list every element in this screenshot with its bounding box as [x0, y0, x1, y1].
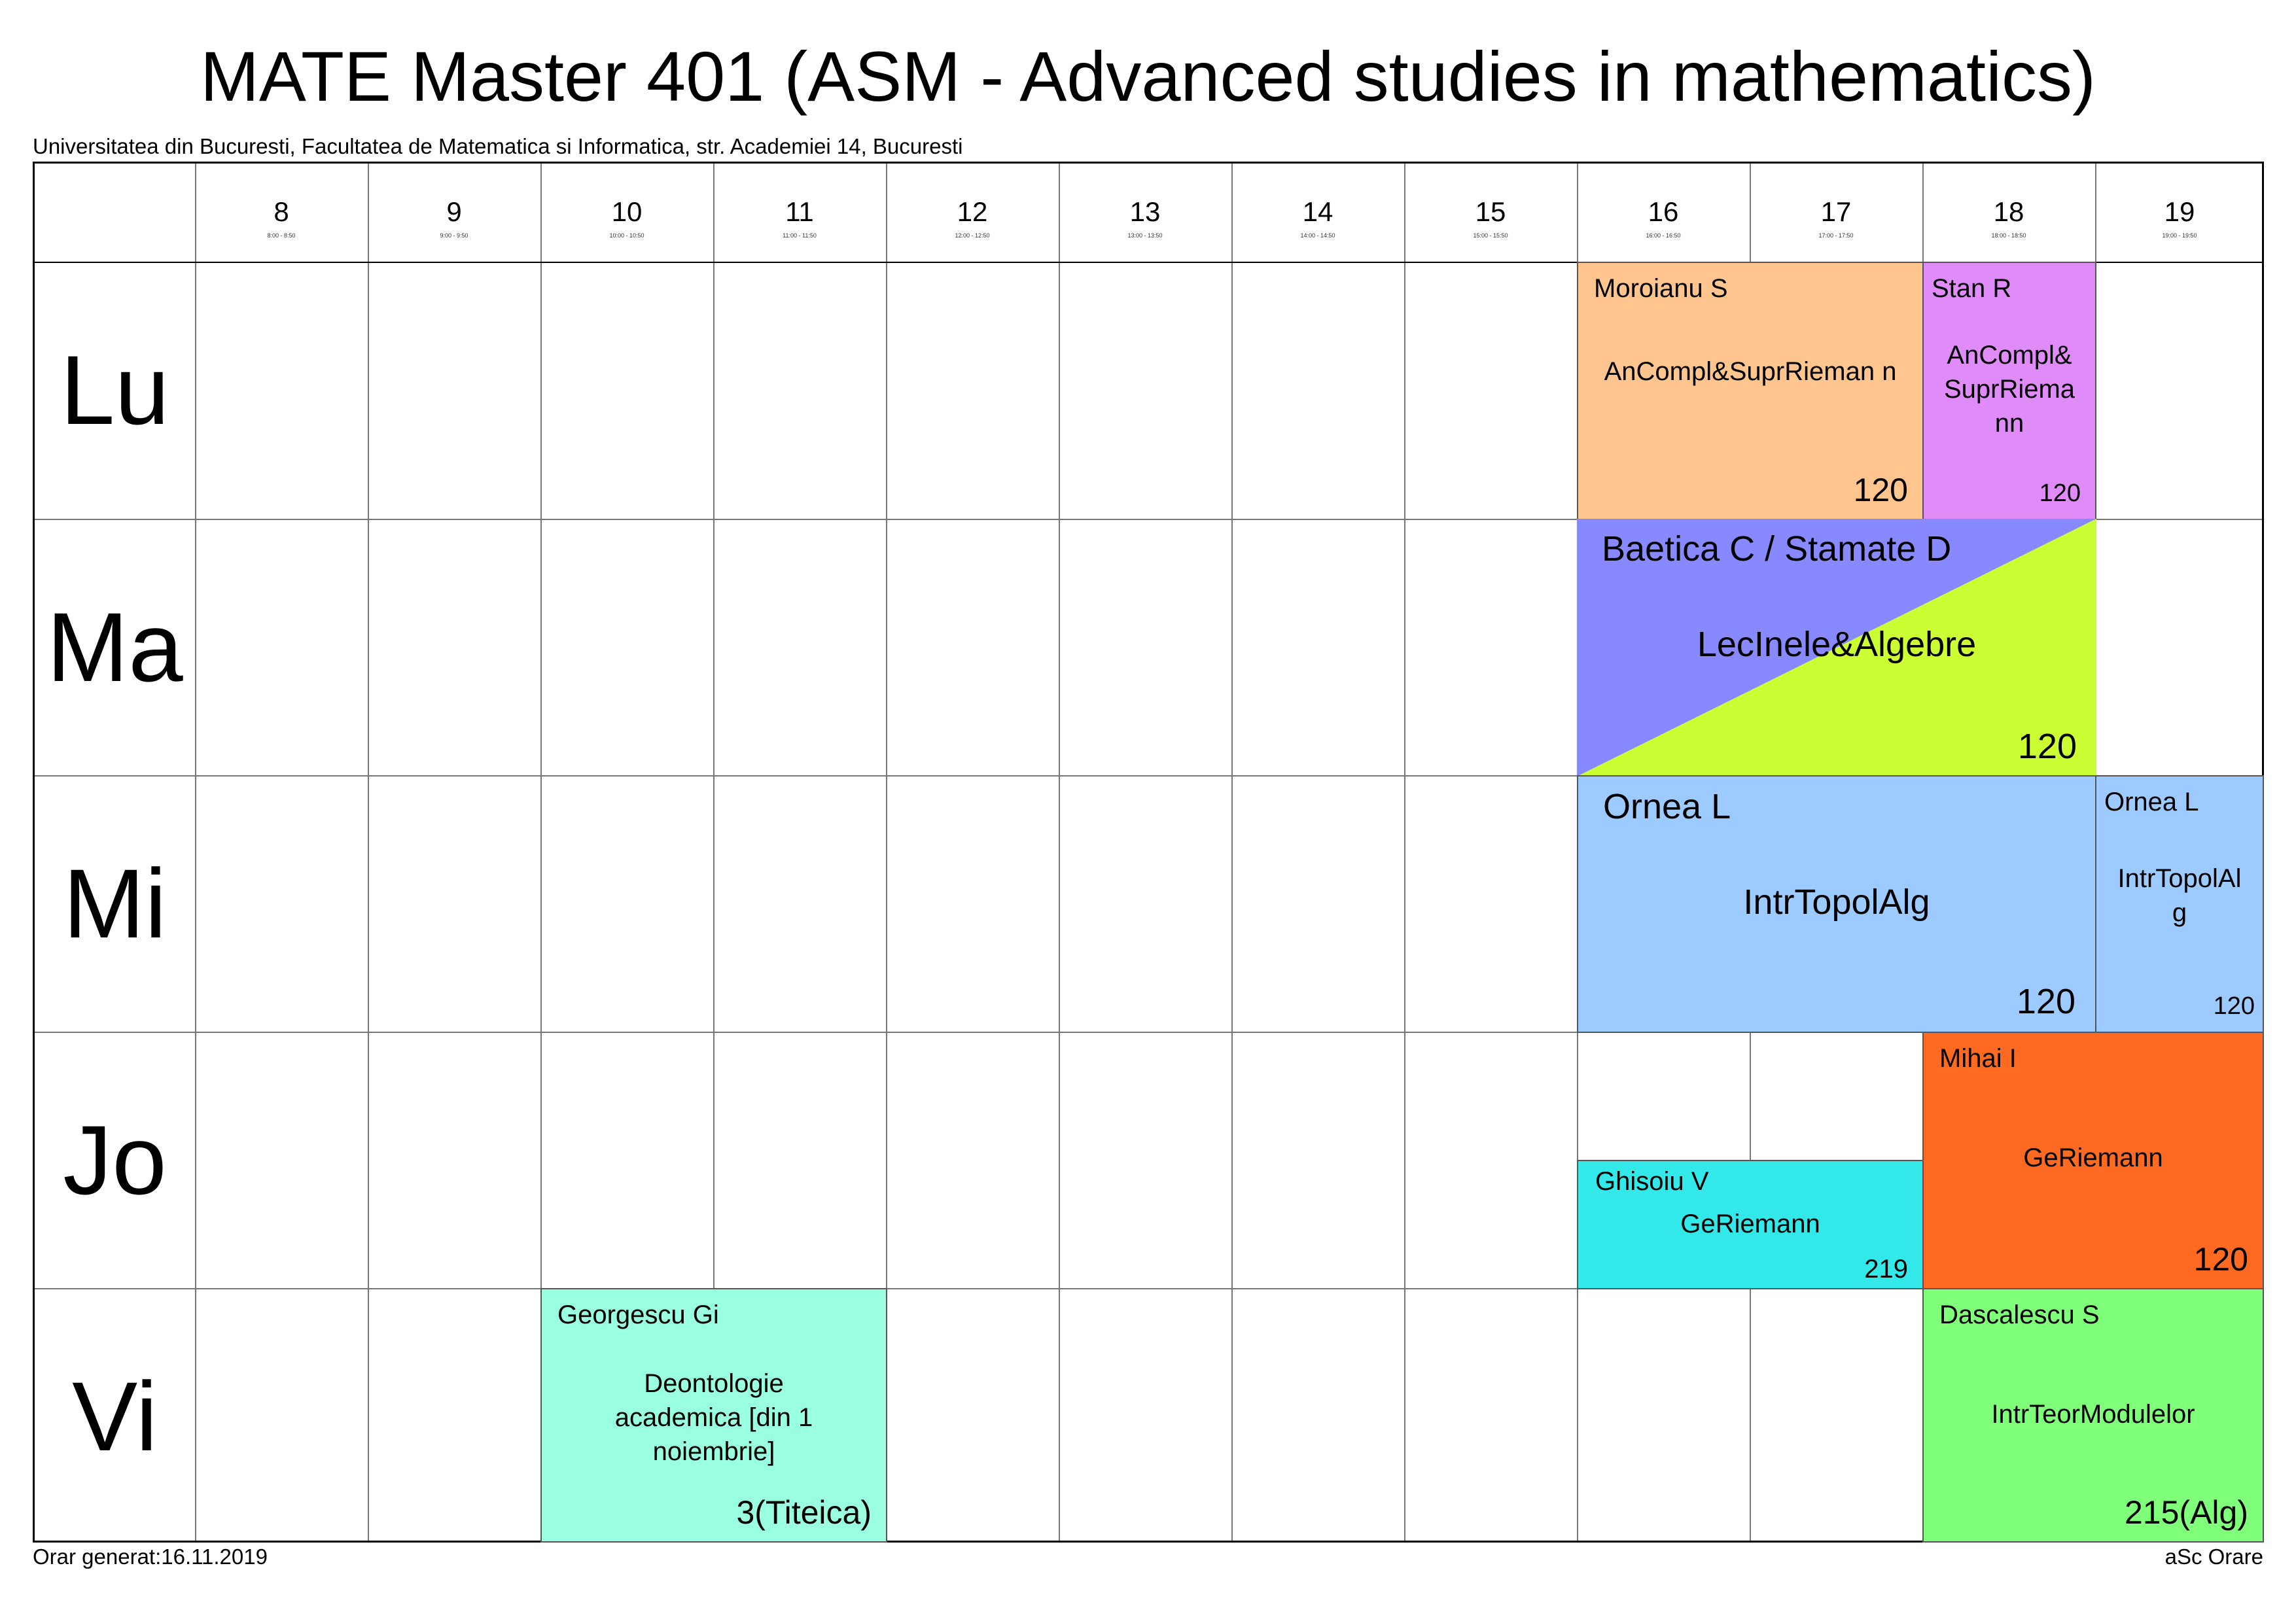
- hour-number: 17: [1820, 196, 1852, 227]
- hour-range: 14:00 - 14:50: [1300, 232, 1335, 239]
- teacher-name: Georgescu Gi: [557, 1300, 719, 1329]
- hour-range: 15:00 - 15:50: [1473, 232, 1508, 239]
- hour-number: 15: [1475, 196, 1506, 227]
- hour-range: 19:00 - 19:50: [2162, 232, 2197, 239]
- subject-name: AnCompl&SuprRieman n: [1604, 357, 1897, 386]
- timetable-slot[interactable]: Mihai I GeRiemann 120: [1922, 1032, 2264, 1289]
- grid-line: [1059, 164, 1060, 1541]
- subject-name: IntrTopolAl g: [2117, 864, 2242, 927]
- room-number: 120: [2193, 1241, 2248, 1278]
- teacher-name: Ghisoiu V: [1595, 1167, 1709, 1196]
- day-label-lu: Lu: [60, 335, 169, 445]
- hour-range: 16:00 - 16:50: [1646, 232, 1681, 239]
- hour-number: 10: [611, 196, 643, 227]
- room-number: 219: [1864, 1255, 1908, 1283]
- hour-header: 11 11:00 - 11:50: [713, 164, 886, 262]
- grid-line: [886, 164, 887, 1541]
- grid-line: [35, 519, 2262, 520]
- hour-header: 14 14:00 - 14:50: [1231, 164, 1404, 262]
- subject-name: GeRiemann: [2023, 1143, 2163, 1172]
- hour-range: 11:00 - 11:50: [783, 232, 817, 239]
- hour-header: 19 19:00 - 19:50: [2095, 164, 2264, 262]
- timetable-slot[interactable]: Moroianu S AnCompl&SuprRieman n 120: [1577, 262, 1924, 520]
- grid-line: [195, 164, 196, 1541]
- grid-line: [35, 1288, 2262, 1289]
- grid-line: [368, 164, 369, 1541]
- page-title: MATE Master 401 (ASM - Advanced studies …: [200, 37, 2096, 116]
- teacher-name: Baetica C / Stamate D: [1602, 529, 1952, 568]
- grid-line: [35, 775, 2262, 777]
- hour-range: 13:00 - 13:50: [1127, 232, 1163, 239]
- room-number: 120: [2016, 982, 2075, 1021]
- hour-header: 18 18:00 - 18:50: [1922, 164, 2095, 262]
- grid-line: [540, 164, 542, 1541]
- subject-name: Deontologie academica [din 1 noiembrie]: [614, 1369, 813, 1466]
- hour-number: 18: [1993, 196, 2024, 227]
- subject-name: IntrTeorModulelor: [1991, 1400, 2195, 1429]
- hour-number: 16: [1648, 196, 1679, 227]
- institution-address: Universitatea din Bucuresti, Facultatea …: [33, 134, 963, 158]
- timetable-slot[interactable]: Georgescu Gi Deontologie academica [din …: [540, 1288, 887, 1543]
- hour-header: 17 17:00 - 17:50: [1750, 164, 1922, 262]
- timetable-slot[interactable]: Ghisoiu V GeRiemann 219: [1577, 1160, 1924, 1289]
- room-number: 3(Titeica): [736, 1494, 872, 1531]
- generated-date: Orar generat:16.11.2019: [33, 1544, 268, 1569]
- timetable-slot[interactable]: Ornea L IntrTopolAlg 120: [1577, 775, 2096, 1033]
- hour-header: 13 13:00 - 13:50: [1059, 164, 1231, 262]
- hour-header: 8 8:00 - 8:50: [195, 164, 368, 262]
- hour-number: 9: [446, 196, 462, 227]
- slot-secondary-color: [1577, 519, 2096, 777]
- hour-header: 15 15:00 - 15:50: [1404, 164, 1577, 262]
- teacher-name: Dascalescu S: [1939, 1300, 2100, 1329]
- hour-header: 12 12:00 - 12:50: [886, 164, 1059, 262]
- room-number: 120: [1853, 472, 1908, 508]
- hour-number: 12: [957, 196, 988, 227]
- grid-line: [1231, 164, 1233, 1541]
- split-background: [1577, 519, 2096, 777]
- subject-name: GeRiemann: [1680, 1210, 1820, 1238]
- day-label-mi: Mi: [63, 848, 167, 958]
- hour-number: 11: [785, 196, 814, 227]
- hour-header: 16 16:00 - 16:50: [1577, 164, 1750, 262]
- hour-range: 8:00 - 8:50: [267, 232, 296, 239]
- hour-header: 10 10:00 - 10:50: [540, 164, 713, 262]
- grid-line: [1404, 164, 1405, 1541]
- hour-range: 17:00 - 17:50: [1818, 232, 1854, 239]
- hour-range: 10:00 - 10:50: [609, 232, 645, 239]
- subject-name: AnCompl& SuprRiema nn: [1943, 341, 2075, 438]
- brand-label: aSc Orare: [2164, 1544, 2263, 1569]
- room-number: 120: [2213, 992, 2255, 1020]
- teacher-name: Moroianu S: [1594, 274, 1728, 303]
- teacher-name: Ornea L: [2104, 788, 2199, 816]
- hour-number: 19: [2164, 196, 2195, 227]
- hour-number: 8: [274, 196, 289, 227]
- subject-name: LecInele&Algebre: [1697, 625, 1977, 664]
- timetable-slot[interactable]: Baetica C / Stamate D LecInele&Algebre 1…: [1577, 519, 2096, 777]
- grid-line: [35, 262, 2262, 263]
- subject-name: IntrTopolAlg: [1743, 882, 1930, 922]
- grid-line: [713, 164, 715, 1541]
- hour-number: 13: [1129, 196, 1161, 227]
- day-label-vi: Vi: [72, 1361, 158, 1471]
- hour-range: 18:00 - 18:50: [1991, 232, 2026, 239]
- teacher-name: Stan R: [1932, 274, 2012, 303]
- room-number: 120: [2039, 480, 2081, 507]
- hour-header: 9 9:00 - 9:50: [368, 164, 540, 262]
- timetable-grid: 8 8:00 - 8:50 9 9:00 - 9:50 10 10:00 - 1…: [33, 162, 2264, 1543]
- room-number: 120: [2017, 727, 2077, 766]
- teacher-name: Ornea L: [1603, 787, 1731, 826]
- hour-number: 14: [1302, 196, 1333, 227]
- teacher-name: Mihai I: [1939, 1044, 2017, 1073]
- day-label-jo: Jo: [63, 1105, 167, 1215]
- grid-line: [35, 1032, 2262, 1033]
- room-number: 215(Alg): [2125, 1494, 2248, 1531]
- timetable-slot[interactable]: Stan R AnCompl& SuprRiema nn 120: [1922, 262, 2096, 520]
- hour-range: 9:00 - 9:50: [440, 232, 468, 239]
- timetable-slot[interactable]: Dascalescu S IntrTeorModulelor 215(Alg): [1922, 1288, 2264, 1543]
- hour-range: 12:00 - 12:50: [955, 232, 990, 239]
- timetable-slot[interactable]: Ornea L IntrTopolAl g 120: [2095, 775, 2264, 1033]
- day-label-ma: Ma: [46, 592, 183, 702]
